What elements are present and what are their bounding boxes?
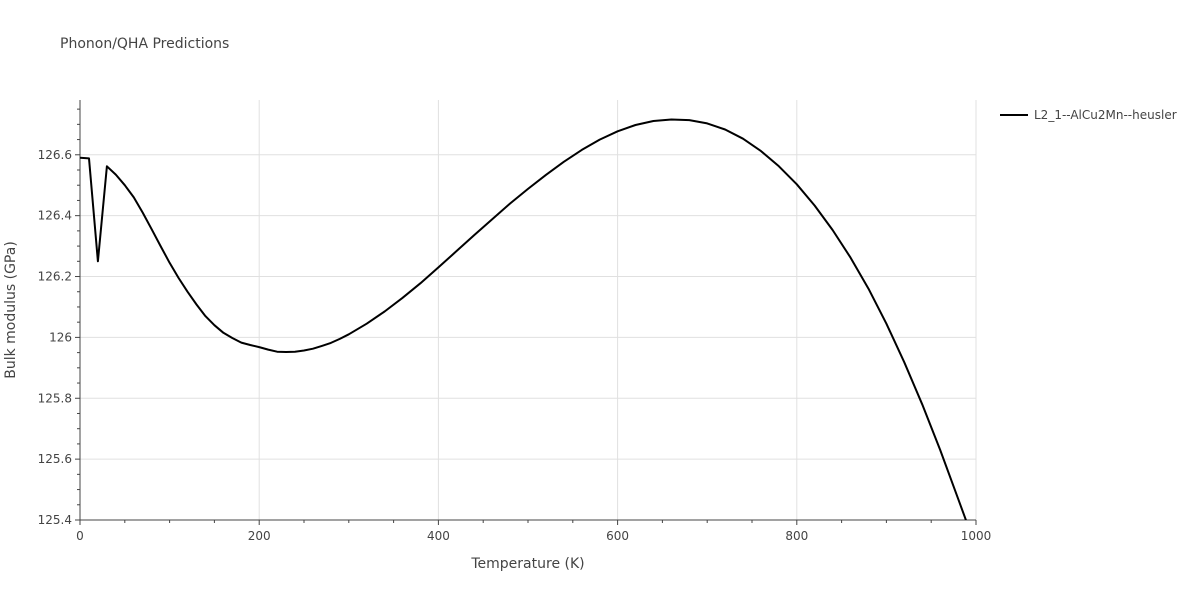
y-tick-label: 126.4: [38, 209, 72, 223]
y-tick-label: 125.8: [38, 391, 72, 405]
y-axis-title: Bulk modulus (GPa): [3, 241, 19, 379]
y-tick-label: 126: [49, 330, 72, 344]
x-tick-label: 800: [785, 529, 808, 543]
y-tick-label: 125.6: [38, 452, 72, 466]
series-line: [80, 118, 967, 520]
x-axis-title: Temperature (K): [470, 556, 584, 572]
legend-label: L2_1--AlCu2Mn--heusler: [1034, 108, 1177, 122]
x-tick-label: 200: [248, 529, 271, 543]
y-tick-label: 126.2: [38, 270, 72, 284]
y-tick-label: 125.4: [38, 513, 72, 527]
x-tick-label: 600: [606, 529, 629, 543]
y-tick-label: 126.6: [38, 148, 72, 162]
x-tick-label: 1000: [961, 529, 992, 543]
x-tick-label: 400: [427, 529, 450, 543]
chart-title: Phonon/QHA Predictions: [60, 36, 230, 52]
x-tick-label: 0: [76, 529, 84, 543]
